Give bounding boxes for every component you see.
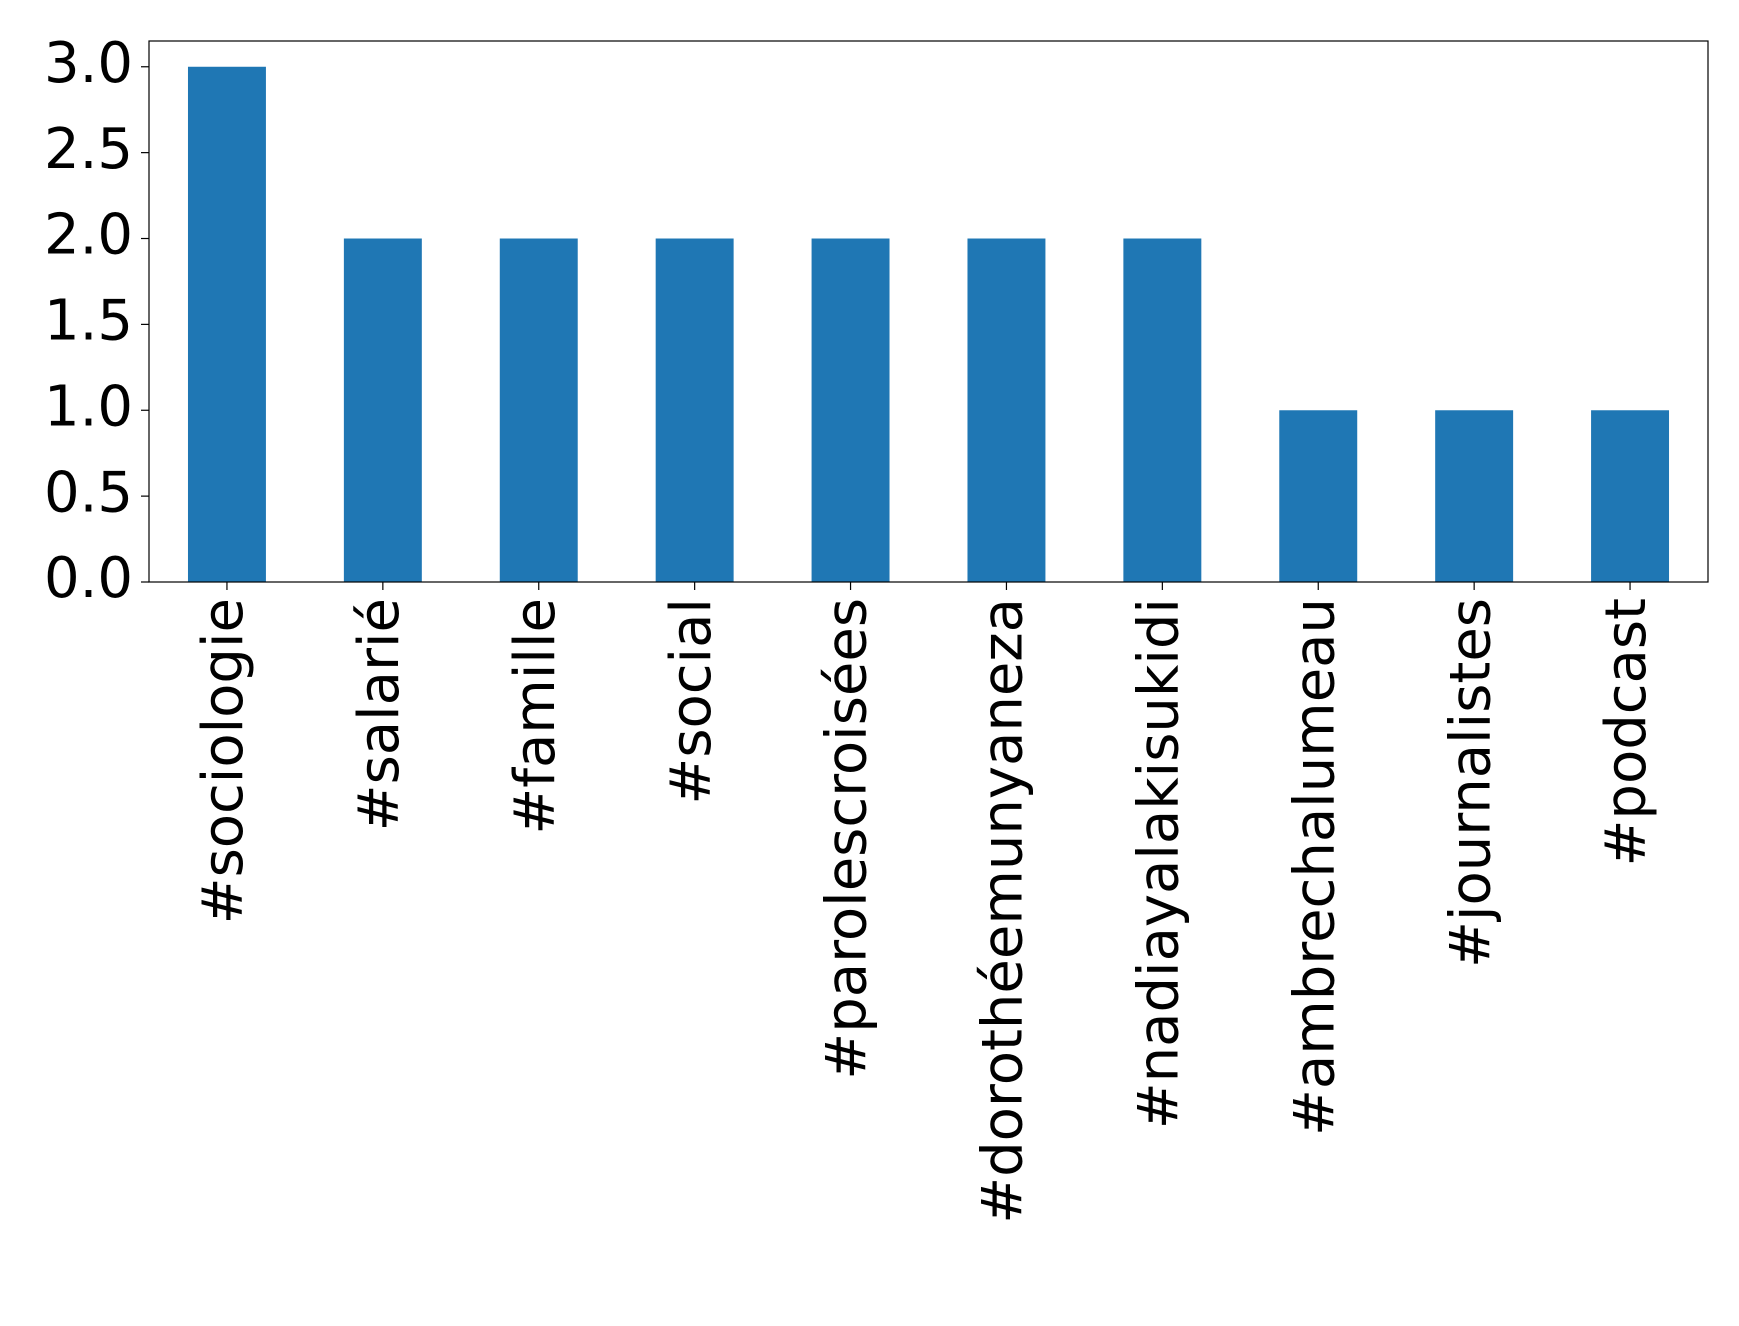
bar [1591, 410, 1670, 582]
x-tick-label: #social [659, 598, 724, 805]
x-tick-label: #podcast [1594, 598, 1659, 867]
bar [967, 238, 1046, 582]
x-tick-label: #dorothéemunyaneza [971, 598, 1036, 1224]
bar [499, 238, 578, 582]
y-tick-label: 2.0 [44, 203, 133, 268]
x-tick-label: #parolescroisées [815, 598, 880, 1080]
bar [187, 66, 266, 582]
bar [1279, 410, 1358, 582]
y-tick-label: 1.5 [44, 289, 133, 354]
y-tick-label: 0.5 [44, 460, 133, 525]
y-tick-label: 0.0 [44, 546, 133, 611]
x-tick-label: #famille [503, 598, 568, 835]
x-tick-label: #ambrechalumeau [1282, 598, 1347, 1136]
bar [655, 238, 734, 582]
bar [1435, 410, 1514, 582]
x-tick-label: #salarié [347, 598, 412, 831]
x-tick-label: #sociologie [191, 598, 256, 924]
plot-frame [148, 40, 1709, 583]
x-tick-label: #nadiayalakisukidi [1126, 598, 1191, 1129]
y-tick-label: 1.0 [44, 374, 133, 439]
bar [1123, 238, 1202, 582]
y-tick-label: 2.5 [44, 117, 133, 182]
bar [811, 238, 890, 582]
y-tick-label: 3.0 [44, 31, 133, 96]
bar [343, 238, 422, 582]
x-tick-label: #journalistes [1438, 598, 1503, 968]
